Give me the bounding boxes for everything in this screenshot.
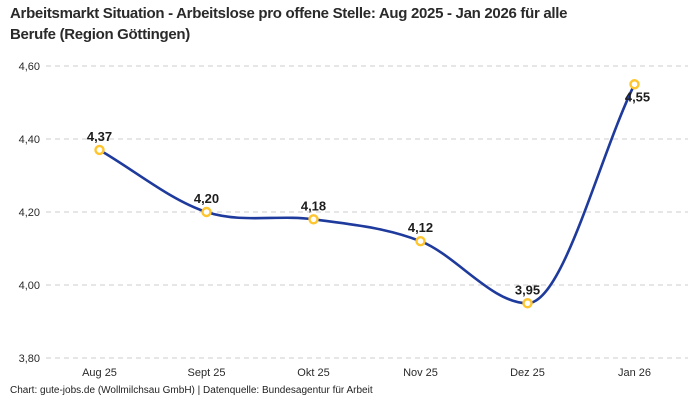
x-axis-tick-label: Okt 25	[297, 367, 329, 379]
data-point-label: 4,37	[87, 129, 112, 144]
chart-title: Arbeitsmarkt Situation - Arbeitslose pro…	[10, 3, 686, 45]
x-axis-tick-label: Aug 25	[82, 367, 117, 379]
x-axis-tick-label: Sept 25	[188, 367, 226, 379]
data-point-marker[interactable]	[308, 214, 319, 225]
y-axis-tick-label: 4,20	[19, 207, 40, 219]
x-axis-tick-label: Jan 26	[618, 367, 651, 379]
data-point-label: 4,55	[625, 89, 650, 104]
chart-title-line1: Arbeitsmarkt Situation - Arbeitslose pro…	[10, 5, 568, 22]
chart-line-series	[98, 82, 636, 305]
data-point-label: 3,95	[515, 282, 540, 297]
data-point-marker[interactable]	[522, 298, 533, 309]
data-point-label: 4,18	[301, 198, 326, 213]
data-point-marker[interactable]	[415, 235, 426, 247]
chart-footer: Chart: gute-jobs.de (Wollmilchsau GmbH) …	[10, 385, 373, 396]
x-axis-tick-label: Nov 25	[403, 367, 438, 379]
data-point-label: 4,20	[194, 191, 219, 206]
chart-title-line2: Berufe (Region Göttingen)	[10, 26, 190, 43]
y-axis-tick-label: 4,40	[19, 134, 40, 146]
x-axis-tick-label: Dez 25	[510, 367, 545, 379]
y-axis-tick-label: 4,00	[19, 280, 40, 292]
data-point-marker[interactable]	[201, 206, 212, 218]
data-point-marker[interactable]	[94, 144, 105, 156]
data-point-label: 4,12	[408, 220, 433, 235]
y-axis-tick-label: 4,60	[19, 61, 40, 73]
data-point-marker[interactable]	[629, 79, 640, 90]
y-axis-tick-label: 3,80	[19, 353, 40, 365]
